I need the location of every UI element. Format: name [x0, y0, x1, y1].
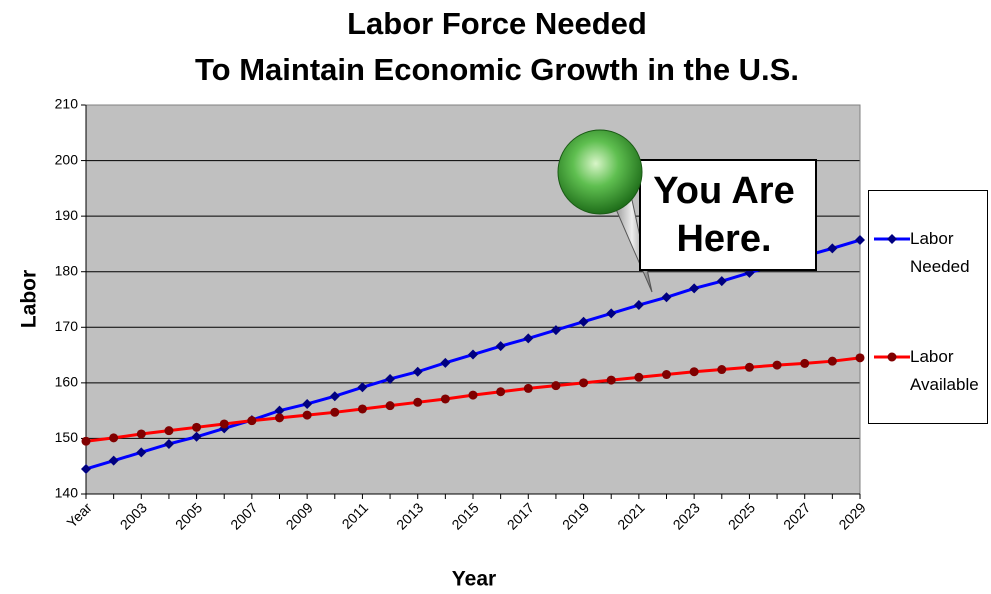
x-tick-label: 2011: [339, 499, 372, 532]
y-tick-label: 190: [55, 207, 79, 223]
x-tick-label: 2029: [835, 499, 868, 532]
data-point: [662, 370, 671, 379]
legend-swatch: [872, 225, 912, 253]
x-tick-label: 2027: [780, 499, 813, 532]
pin-head: [558, 130, 642, 214]
data-point: [220, 419, 229, 428]
x-axis-label: Year: [452, 568, 496, 591]
data-point: [330, 408, 339, 417]
data-point: [828, 357, 837, 366]
data-point: [773, 361, 782, 370]
data-point: [469, 391, 478, 400]
x-tick-label: 2021: [614, 499, 647, 532]
callout-text: You Are: [653, 170, 794, 212]
x-tick-label: 2003: [117, 499, 150, 532]
data-point: [800, 359, 809, 368]
data-point: [164, 426, 173, 435]
x-tick-label: Year: [63, 499, 95, 531]
data-point: [386, 401, 395, 410]
y-tick-label: 210: [55, 96, 79, 112]
y-axis-label: Labor: [18, 270, 41, 328]
legend-swatch: [872, 343, 912, 371]
x-tick-label: 2013: [393, 499, 426, 532]
legend-label: Labor Available: [910, 343, 972, 399]
legend: Labor Needed Labor Available: [868, 190, 988, 424]
chart-title: Labor Force Needed: [347, 6, 647, 41]
legend-marker: [888, 353, 897, 362]
legend-label: Labor Needed: [910, 225, 972, 281]
x-tick-label: 2025: [725, 499, 758, 532]
data-point: [607, 376, 616, 385]
x-tick-label: 2023: [670, 499, 703, 532]
y-tick-label: 150: [55, 429, 79, 445]
data-point: [579, 378, 588, 387]
data-point: [303, 411, 312, 420]
data-point: [717, 365, 726, 374]
data-point: [551, 381, 560, 390]
data-point: [82, 437, 91, 446]
y-tick-label: 140: [55, 485, 79, 501]
data-point: [275, 413, 284, 422]
legend-item: Labor Needed: [869, 225, 989, 285]
data-point: [192, 423, 201, 432]
data-point: [856, 353, 865, 362]
data-point: [690, 367, 699, 376]
chart: Labor Force Needed To Maintain Economic …: [0, 0, 991, 594]
data-point: [634, 373, 643, 382]
x-tick-label: 2017: [504, 499, 537, 532]
legend-item: Labor Available: [869, 343, 989, 403]
data-point: [358, 404, 367, 413]
data-point: [109, 433, 118, 442]
page: Labor Force Needed To Maintain Economic …: [0, 0, 991, 594]
x-tick-label: 2015: [448, 499, 481, 532]
y-tick-label: 160: [55, 374, 79, 390]
y-tick-label: 200: [55, 151, 79, 167]
x-tick-label: 2005: [172, 499, 205, 532]
y-tick-label: 180: [55, 262, 79, 278]
x-tick-label: 2007: [227, 499, 260, 532]
callout-text: Here.: [676, 218, 771, 260]
x-tick-label: 2019: [559, 499, 592, 532]
data-point: [137, 429, 146, 438]
data-point: [441, 394, 450, 403]
y-tick-label: 170: [55, 318, 79, 334]
data-point: [496, 387, 505, 396]
legend-marker: [887, 234, 897, 244]
data-point: [524, 384, 533, 393]
data-point: [247, 416, 256, 425]
data-point: [745, 363, 754, 372]
data-point: [413, 398, 422, 407]
chart-subtitle: To Maintain Economic Growth in the U.S.: [195, 52, 799, 87]
x-tick-label: 2009: [283, 499, 316, 532]
